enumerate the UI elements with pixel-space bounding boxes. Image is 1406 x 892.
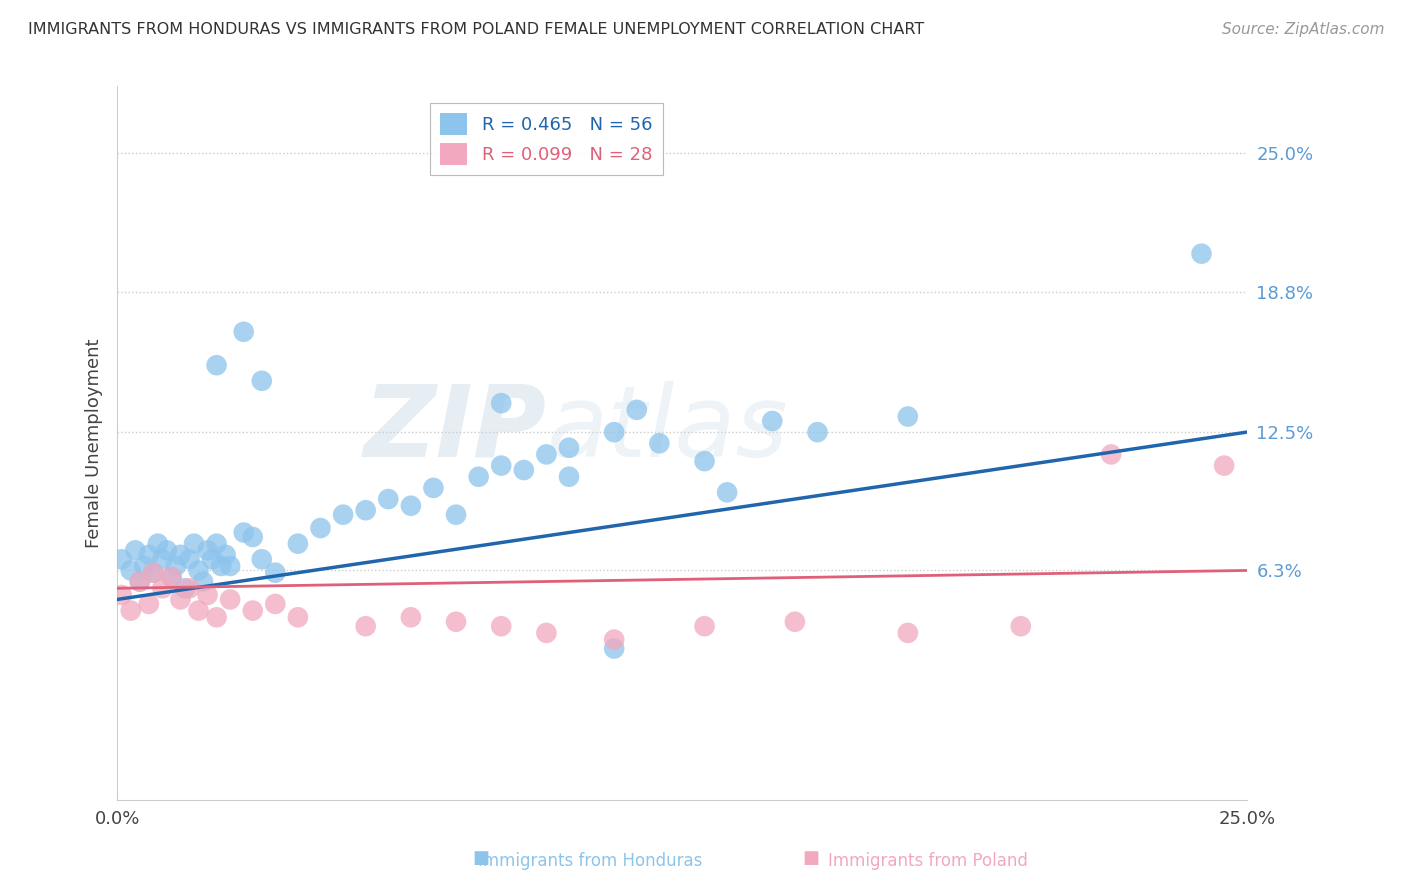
Point — [124, 543, 146, 558]
Point — [309, 521, 332, 535]
Point — [146, 537, 169, 551]
Text: ■: ■ — [472, 849, 489, 867]
Text: atlas: atlas — [547, 381, 787, 477]
Point — [201, 552, 224, 566]
Point — [287, 537, 309, 551]
Point — [897, 409, 920, 424]
Point — [489, 619, 512, 633]
Point — [165, 559, 187, 574]
Point — [219, 592, 242, 607]
Point — [183, 537, 205, 551]
Point — [648, 436, 671, 450]
Point — [1191, 246, 1213, 260]
Point — [160, 570, 183, 584]
Point — [179, 552, 201, 566]
Point — [120, 604, 142, 618]
Point — [558, 469, 581, 483]
Point — [287, 610, 309, 624]
Point — [422, 481, 444, 495]
Text: Source: ZipAtlas.com: Source: ZipAtlas.com — [1222, 22, 1385, 37]
Point — [716, 485, 738, 500]
Point — [169, 592, 191, 607]
Point — [232, 525, 254, 540]
Point — [142, 566, 165, 580]
Point — [897, 626, 920, 640]
Point — [399, 499, 422, 513]
Point — [150, 552, 173, 566]
Point — [205, 610, 228, 624]
Point — [138, 548, 160, 562]
Point — [513, 463, 536, 477]
Point — [111, 588, 134, 602]
Point — [111, 552, 134, 566]
Point — [354, 503, 377, 517]
Point — [1010, 619, 1032, 633]
Point — [377, 491, 399, 506]
Point — [693, 454, 716, 468]
Point — [603, 425, 626, 439]
Point — [242, 530, 264, 544]
Point — [444, 615, 467, 629]
Point — [169, 548, 191, 562]
Point — [250, 552, 273, 566]
Point — [489, 396, 512, 410]
Point — [399, 610, 422, 624]
Point — [138, 597, 160, 611]
Point — [626, 402, 648, 417]
Text: Immigrants from Honduras: Immigrants from Honduras — [478, 852, 703, 870]
Point — [536, 626, 558, 640]
Point — [603, 641, 626, 656]
Point — [489, 458, 512, 473]
Text: IMMIGRANTS FROM HONDURAS VS IMMIGRANTS FROM POLAND FEMALE UNEMPLOYMENT CORRELATI: IMMIGRANTS FROM HONDURAS VS IMMIGRANTS F… — [28, 22, 924, 37]
Point — [205, 537, 228, 551]
Point — [120, 564, 142, 578]
Point — [128, 574, 150, 589]
Point — [232, 325, 254, 339]
Point — [242, 604, 264, 618]
Point — [219, 559, 242, 574]
Point — [160, 570, 183, 584]
Point — [354, 619, 377, 633]
Text: ZIP: ZIP — [363, 381, 547, 477]
Point — [150, 582, 173, 596]
Point — [197, 543, 219, 558]
Point — [134, 559, 156, 574]
Point — [603, 632, 626, 647]
Point — [187, 564, 209, 578]
Point — [142, 566, 165, 580]
Legend: R = 0.465   N = 56, R = 0.099   N = 28: R = 0.465 N = 56, R = 0.099 N = 28 — [430, 103, 664, 176]
Point — [693, 619, 716, 633]
Point — [209, 559, 232, 574]
Point — [1213, 458, 1236, 473]
Point — [250, 374, 273, 388]
Point — [444, 508, 467, 522]
Point — [197, 588, 219, 602]
Point — [558, 441, 581, 455]
Point — [205, 358, 228, 372]
Point — [174, 582, 197, 596]
Point — [783, 615, 806, 629]
Point — [467, 469, 489, 483]
Point — [128, 574, 150, 589]
Point — [806, 425, 828, 439]
Point — [264, 566, 287, 580]
Y-axis label: Female Unemployment: Female Unemployment — [86, 339, 103, 548]
Point — [156, 543, 179, 558]
Point — [536, 447, 558, 461]
Point — [1099, 447, 1122, 461]
Point — [332, 508, 354, 522]
Point — [191, 574, 214, 589]
Point — [761, 414, 783, 428]
Text: ■: ■ — [803, 849, 820, 867]
Point — [187, 604, 209, 618]
Point — [264, 597, 287, 611]
Point — [179, 582, 201, 596]
Point — [214, 548, 236, 562]
Text: Immigrants from Poland: Immigrants from Poland — [828, 852, 1028, 870]
